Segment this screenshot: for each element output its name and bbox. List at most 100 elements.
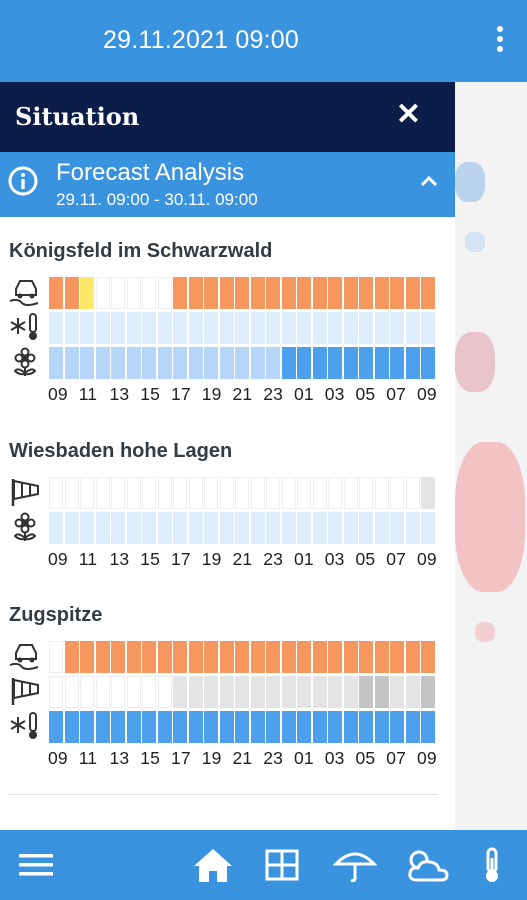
forecast-cell[interactable]	[359, 711, 373, 743]
forecast-cell[interactable]	[80, 512, 94, 544]
forecast-cell[interactable]	[312, 676, 327, 708]
forecast-cell[interactable]	[111, 277, 125, 309]
forecast-cell[interactable]	[64, 512, 79, 544]
forecast-cell[interactable]	[421, 512, 435, 544]
forecast-cell[interactable]	[235, 641, 249, 673]
forecast-cell[interactable]	[188, 312, 203, 344]
forecast-cell[interactable]	[343, 512, 358, 544]
forecast-cell[interactable]	[219, 477, 234, 509]
forecast-cell[interactable]	[204, 277, 218, 309]
forecast-cell[interactable]	[250, 512, 265, 544]
header-datetime[interactable]: 29.11.2021 09:00	[103, 26, 299, 54]
forecast-cell[interactable]	[188, 477, 203, 509]
forecast-cell[interactable]	[421, 277, 435, 309]
forecast-cell[interactable]	[126, 347, 141, 379]
forecast-cell[interactable]	[111, 477, 125, 509]
forecast-cell[interactable]	[343, 676, 358, 708]
forecast-cell[interactable]	[126, 711, 141, 743]
forecast-cell[interactable]	[204, 711, 218, 743]
forecast-cell[interactable]	[111, 512, 125, 544]
forecast-cell[interactable]	[281, 641, 296, 673]
forecast-cell[interactable]	[95, 477, 110, 509]
forecast-cell[interactable]	[49, 512, 63, 544]
forecast-cell[interactable]	[219, 312, 234, 344]
forecast-cell[interactable]	[188, 711, 203, 743]
forecast-cell[interactable]	[49, 641, 63, 673]
forecast-cell[interactable]	[157, 512, 172, 544]
forecast-cell[interactable]	[343, 641, 358, 673]
forecast-cell[interactable]	[390, 477, 404, 509]
forecast-cell[interactable]	[250, 711, 265, 743]
forecast-cell[interactable]	[281, 676, 296, 708]
thermometer-icon[interactable]	[480, 846, 504, 884]
forecast-cell[interactable]	[266, 711, 280, 743]
forecast-cell[interactable]	[64, 676, 79, 708]
forecast-cell[interactable]	[281, 477, 296, 509]
forecast-cell[interactable]	[250, 347, 265, 379]
forecast-cell[interactable]	[204, 641, 218, 673]
forecast-cell[interactable]	[204, 347, 218, 379]
forecast-cell[interactable]	[343, 347, 358, 379]
forecast-cell[interactable]	[142, 347, 156, 379]
forecast-cell[interactable]	[188, 512, 203, 544]
forecast-cell[interactable]	[250, 477, 265, 509]
umbrella-icon[interactable]	[333, 846, 377, 884]
forecast-cell[interactable]	[374, 641, 389, 673]
forecast-cell[interactable]	[64, 641, 79, 673]
forecast-cell[interactable]	[297, 347, 311, 379]
forecast-cell[interactable]	[173, 277, 187, 309]
forecast-cell[interactable]	[111, 676, 125, 708]
forecast-cell[interactable]	[297, 641, 311, 673]
forecast-cell[interactable]	[359, 312, 373, 344]
forecast-cell[interactable]	[343, 312, 358, 344]
forecast-cell[interactable]	[80, 711, 94, 743]
home-icon[interactable]	[192, 846, 234, 884]
forecast-cell[interactable]	[49, 676, 63, 708]
forecast-cell[interactable]	[173, 512, 187, 544]
forecast-cell[interactable]	[312, 477, 327, 509]
forecast-cell[interactable]	[173, 477, 187, 509]
forecast-cell[interactable]	[111, 312, 125, 344]
forecast-cell[interactable]	[359, 277, 373, 309]
forecast-cell[interactable]	[64, 477, 79, 509]
forecast-cell[interactable]	[126, 512, 141, 544]
forecast-cell[interactable]	[173, 641, 187, 673]
forecast-cell[interactable]	[126, 312, 141, 344]
forecast-cell[interactable]	[374, 512, 389, 544]
forecast-cell[interactable]	[281, 312, 296, 344]
forecast-cell[interactable]	[405, 641, 420, 673]
forecast-cell[interactable]	[328, 641, 342, 673]
forecast-cell[interactable]	[266, 277, 280, 309]
forecast-cell[interactable]	[281, 347, 296, 379]
forecast-cell[interactable]	[312, 711, 327, 743]
forecast-cell[interactable]	[359, 477, 373, 509]
forecast-cell[interactable]	[390, 347, 404, 379]
forecast-cell[interactable]	[405, 277, 420, 309]
forecast-cell[interactable]	[219, 512, 234, 544]
forecast-cell[interactable]	[421, 711, 435, 743]
grid-icon[interactable]	[264, 846, 300, 884]
forecast-cell[interactable]	[49, 347, 63, 379]
forecast-cell[interactable]	[405, 512, 420, 544]
forecast-cell[interactable]	[64, 312, 79, 344]
forecast-cell[interactable]	[266, 641, 280, 673]
forecast-cell[interactable]	[374, 711, 389, 743]
forecast-cell[interactable]	[266, 512, 280, 544]
forecast-cell[interactable]	[421, 312, 435, 344]
forecast-cell[interactable]	[188, 347, 203, 379]
forecast-cell[interactable]	[312, 347, 327, 379]
forecast-cell[interactable]	[297, 277, 311, 309]
forecast-cell[interactable]	[312, 512, 327, 544]
forecast-cell[interactable]	[80, 347, 94, 379]
forecast-cell[interactable]	[157, 711, 172, 743]
forecast-cell[interactable]	[390, 641, 404, 673]
forecast-cell[interactable]	[219, 676, 234, 708]
forecast-cell[interactable]	[343, 277, 358, 309]
forecast-cell[interactable]	[390, 277, 404, 309]
forecast-cell[interactable]	[235, 277, 249, 309]
forecast-cell[interactable]	[266, 312, 280, 344]
forecast-cell[interactable]	[157, 477, 172, 509]
forecast-cell[interactable]	[126, 641, 141, 673]
forecast-cell[interactable]	[142, 641, 156, 673]
forecast-cell[interactable]	[49, 711, 63, 743]
